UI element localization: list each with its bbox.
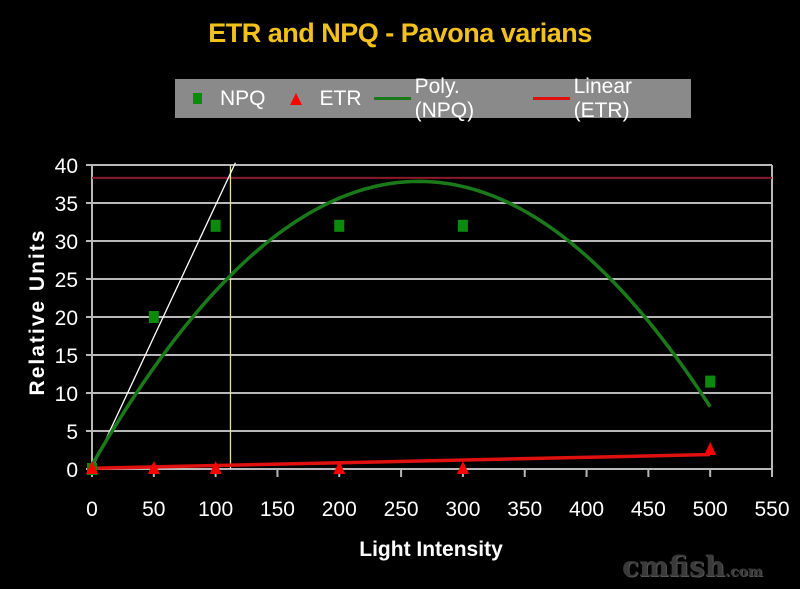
y-tick-label: 25	[55, 269, 78, 292]
legend-item-poly-npq: Poly. (NPQ)	[373, 74, 523, 123]
x-axis-label: Light Intensity	[359, 538, 503, 561]
y-tick-label: 10	[55, 383, 78, 406]
etr-data-point	[456, 461, 469, 474]
x-tick-label: 550	[754, 498, 789, 521]
linear-trendline	[91, 452, 711, 470]
legend-label: Linear (ETR)	[573, 74, 632, 122]
legend-label: ETR	[319, 86, 362, 110]
chart-legend: NPQ ETR Poly. (NPQ) Linear (ETR)	[175, 75, 691, 122]
npq-data-point	[457, 219, 468, 232]
triangle-marker-icon	[289, 92, 302, 105]
y-tick-label: 35	[55, 193, 78, 216]
x-tick-label: 50	[142, 498, 165, 521]
x-tick-label: 100	[198, 498, 233, 521]
gridlines	[86, 164, 773, 477]
annotations	[91, 162, 772, 470]
x-tick-label: 200	[322, 498, 357, 521]
y-tick-label: 30	[55, 231, 78, 254]
npq-data-point	[148, 311, 159, 323]
npq-data-point	[705, 375, 716, 388]
square-marker-icon	[193, 93, 202, 104]
etr-data-point	[86, 461, 98, 474]
x-tick-label: 150	[260, 498, 295, 521]
etr-data-point	[333, 461, 346, 474]
x-tick-label: 450	[631, 498, 666, 521]
legend-item-linear-etr: Linear (ETR)	[532, 74, 692, 123]
y-tick-label: 5	[66, 421, 78, 444]
etr-data-point	[209, 461, 222, 474]
line-marker-icon	[532, 97, 570, 100]
y-tick-label: 15	[55, 345, 78, 368]
y-tick-label: 40	[55, 155, 78, 178]
npq-data-point	[334, 219, 345, 232]
y-tick-label: 20	[55, 307, 78, 330]
polynomial-trendline	[90, 179, 712, 466]
legend-item-etr: ETR	[289, 86, 362, 111]
x-tick-label: 300	[445, 498, 480, 521]
legend-label: Poly. (NPQ)	[414, 74, 475, 122]
npq-data-point	[210, 219, 221, 232]
alpha-slope-line	[91, 162, 237, 470]
legend-item-npq: NPQ	[193, 87, 266, 111]
x-tick-label: 0	[86, 498, 98, 521]
x-tick-label: 250	[384, 498, 419, 521]
y-axis-label: Relative Units	[26, 228, 49, 396]
x-tick-label: 500	[693, 498, 728, 521]
line-marker-icon	[373, 97, 411, 100]
y-tick-label: 0	[66, 459, 78, 482]
x-tick-label: 350	[507, 498, 542, 521]
etr-data-point	[147, 461, 160, 474]
data-series	[86, 179, 717, 475]
chart-title: ETR and NPQ - Pavona varians	[208, 18, 592, 48]
x-tick-label: 400	[569, 498, 604, 521]
legend-label: NPQ	[220, 86, 266, 110]
watermark-logo: cmfish.com	[622, 550, 763, 583]
etr-data-point	[704, 442, 717, 455]
